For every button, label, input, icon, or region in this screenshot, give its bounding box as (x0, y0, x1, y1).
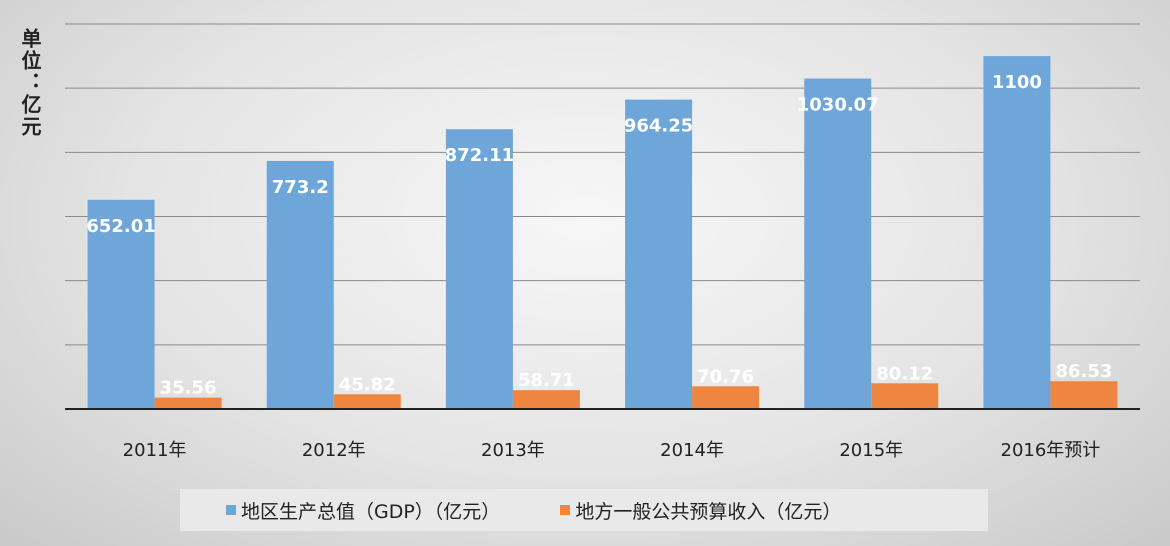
data-label-revenue: 45.82 (339, 374, 396, 395)
legend-item-gdp: 地区生产总值（GDP）（亿元） (226, 497, 500, 524)
x-tick-label: 2015年 (839, 440, 903, 461)
legend: 地区生产总值（GDP）（亿元） 地方一般公共预算收入（亿元） (180, 489, 988, 531)
bar-revenue (1050, 381, 1118, 409)
bar-revenue (871, 383, 939, 409)
bar-gdp (87, 199, 155, 409)
legend-label-revenue: 地方一般公共预算收入（亿元） (575, 500, 842, 523)
x-tick-label: 2012年 (302, 440, 366, 461)
bar-revenue (512, 390, 580, 409)
bar-revenue (333, 394, 401, 409)
y-axis-unit-label: 单位：亿元 (18, 28, 42, 138)
legend-swatch-gdp (226, 505, 236, 515)
data-label-gdp: 1030.07 (797, 95, 879, 116)
bar-gdp (445, 129, 513, 409)
data-label-revenue: 58.71 (518, 370, 575, 391)
data-label-gdp: 652.01 (86, 216, 155, 237)
data-label-gdp: 773.2 (272, 177, 329, 198)
legend-label-gdp: 地区生产总值（GDP）（亿元） (241, 500, 501, 523)
x-tick-label: 2014年 (660, 440, 724, 461)
x-tick-label: 2013年 (481, 440, 545, 461)
bar-gdp (983, 56, 1051, 409)
legend-swatch-revenue (560, 505, 571, 515)
bar-gdp (625, 99, 693, 409)
data-label-revenue: 86.53 (1055, 361, 1112, 382)
data-label-gdp: 1100 (992, 72, 1042, 93)
x-tick-label: 2011年 (123, 440, 187, 461)
x-tick-label: 2016年预计 (1001, 440, 1101, 461)
data-label-gdp: 964.25 (624, 116, 693, 137)
data-label-revenue: 80.12 (876, 363, 933, 384)
bar-revenue (154, 397, 222, 409)
bar-gdp (804, 78, 872, 409)
data-label-revenue: 35.56 (160, 378, 217, 399)
bar-gdp (266, 160, 334, 409)
bar-revenue (692, 386, 760, 409)
legend-item-revenue: 地方一般公共预算收入（亿元） (560, 497, 841, 524)
data-label-gdp: 872.11 (445, 145, 514, 166)
data-label-revenue: 70.76 (697, 366, 754, 387)
